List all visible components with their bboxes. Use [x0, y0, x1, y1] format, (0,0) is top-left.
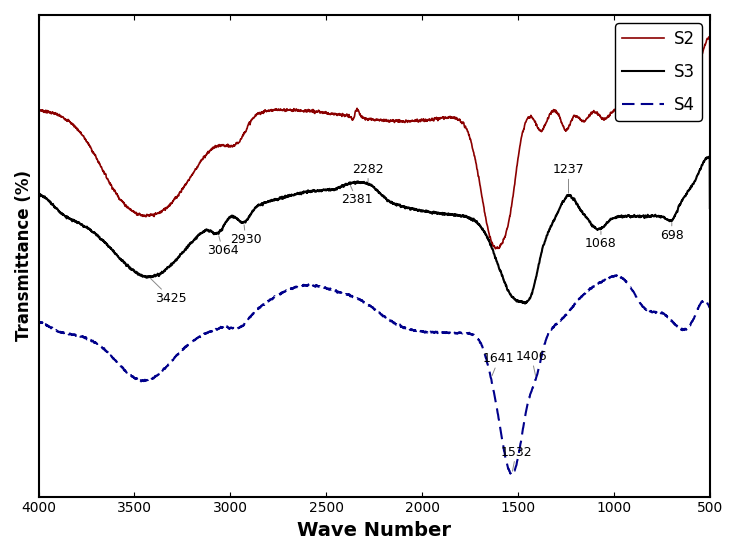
Text: 1641: 1641 — [483, 352, 514, 376]
S4 — [613, 272, 621, 279]
Line: S4: S4 — [38, 275, 710, 475]
Text: 2381: 2381 — [341, 185, 373, 206]
Text: 2930: 2930 — [230, 225, 261, 246]
S4 — [351, 295, 359, 301]
S3 — [705, 153, 714, 160]
S3 — [34, 229, 43, 235]
S4 — [507, 471, 516, 478]
Legend: S2, S3, S4: S2, S3, S4 — [615, 23, 702, 120]
Text: 1406: 1406 — [516, 350, 548, 376]
Text: 3064: 3064 — [207, 236, 238, 257]
S3 — [521, 300, 530, 307]
S2 — [491, 245, 500, 252]
Line: S3: S3 — [38, 157, 710, 304]
Text: 1237: 1237 — [553, 164, 584, 193]
Text: 1532: 1532 — [500, 446, 532, 471]
S2 — [461, 124, 469, 130]
S2 — [654, 112, 663, 119]
S2 — [174, 193, 183, 199]
S3 — [654, 213, 663, 219]
S2 — [351, 108, 359, 115]
S3 — [461, 213, 469, 220]
Text: 2282: 2282 — [352, 163, 384, 181]
Text: 1068: 1068 — [585, 231, 617, 250]
X-axis label: Wave Number: Wave Number — [297, 521, 451, 540]
S2 — [706, 125, 714, 132]
S2 — [277, 107, 286, 113]
S4 — [706, 304, 714, 310]
S4 — [34, 314, 43, 321]
S2 — [34, 172, 43, 179]
Line: S2: S2 — [38, 37, 710, 249]
S3 — [277, 195, 286, 201]
S2 — [705, 33, 714, 40]
S4 — [174, 350, 183, 357]
Text: 698: 698 — [660, 223, 683, 241]
S4 — [432, 329, 441, 335]
S3 — [351, 180, 359, 187]
S4 — [654, 308, 663, 315]
S3 — [432, 210, 441, 216]
S2 — [432, 115, 441, 122]
S4 — [461, 330, 469, 336]
S3 — [706, 205, 714, 211]
Text: 3425: 3425 — [151, 279, 187, 305]
S4 — [277, 290, 286, 297]
S3 — [174, 254, 183, 260]
Y-axis label: Transmittance (%): Transmittance (%) — [15, 170, 33, 341]
